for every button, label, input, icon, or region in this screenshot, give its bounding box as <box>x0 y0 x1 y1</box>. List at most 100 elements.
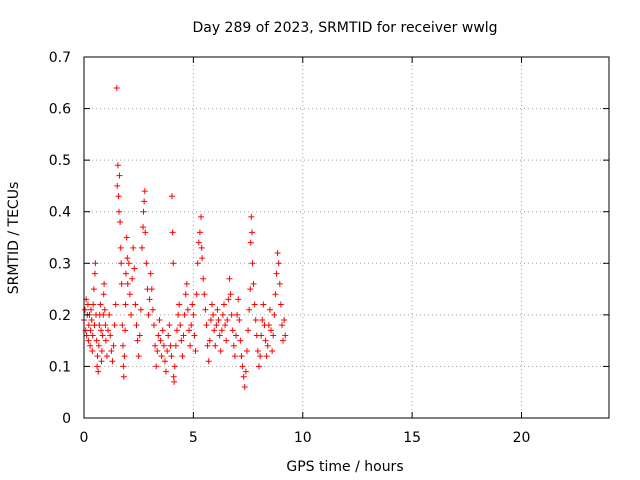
grid-lines <box>84 57 609 418</box>
data-point <box>190 311 197 318</box>
data-point <box>165 332 172 339</box>
data-point <box>170 260 177 267</box>
data-point <box>102 337 109 344</box>
data-point <box>105 327 112 334</box>
data-point <box>116 172 123 179</box>
data-point <box>230 342 237 349</box>
data-point <box>247 239 254 246</box>
data-point <box>132 301 139 308</box>
data-point <box>173 327 180 334</box>
data-point <box>217 347 224 354</box>
data-point <box>179 353 186 360</box>
data-point <box>177 322 184 329</box>
data-point <box>145 311 152 318</box>
x-axis-label: GPS time / hours <box>286 459 403 475</box>
data-point <box>157 337 164 344</box>
x-tick-label: 20 <box>513 430 531 446</box>
data-point <box>172 342 179 349</box>
data-point <box>121 353 128 360</box>
data-point <box>188 322 195 329</box>
data-point <box>168 353 175 360</box>
data-point <box>178 337 185 344</box>
data-point <box>138 244 145 251</box>
data-point <box>234 311 241 318</box>
data-point <box>262 337 269 344</box>
data-point <box>140 224 147 231</box>
y-tick-label: 0.5 <box>49 153 71 169</box>
x-tick-label: 0 <box>80 430 89 446</box>
data-point <box>141 188 148 195</box>
data-point <box>171 378 178 385</box>
y-tick-label: 0.7 <box>49 50 71 66</box>
data-point <box>120 363 127 370</box>
data-point <box>195 239 202 246</box>
data-point <box>118 280 125 287</box>
data-point <box>88 306 94 313</box>
data-point <box>249 229 255 236</box>
data-point <box>276 280 283 287</box>
data-point <box>247 286 254 293</box>
data-point <box>237 337 244 344</box>
data-point <box>103 353 110 360</box>
data-point <box>122 301 129 308</box>
data-point <box>158 353 165 360</box>
data-point <box>109 358 116 365</box>
data-point <box>231 353 238 360</box>
data-point <box>263 353 270 360</box>
data-point <box>160 342 167 349</box>
data-point <box>222 322 229 329</box>
data-point <box>193 291 200 298</box>
data-point <box>205 358 212 365</box>
data-point <box>148 286 155 293</box>
data-point <box>141 198 148 205</box>
data-point <box>112 301 119 308</box>
y-tick-label: 0.4 <box>49 205 71 221</box>
data-point <box>94 353 101 360</box>
data-point <box>252 317 259 324</box>
data-point <box>245 327 252 334</box>
data-point <box>206 337 213 344</box>
data-point <box>199 255 206 262</box>
data-point <box>130 244 137 251</box>
data-point <box>274 249 281 256</box>
data-point <box>236 317 243 324</box>
data-point <box>208 301 215 308</box>
data-point <box>181 311 188 318</box>
data-point <box>215 317 222 324</box>
data-point <box>192 347 199 354</box>
data-point <box>161 358 168 365</box>
data-point <box>120 373 127 380</box>
data-point <box>227 291 234 298</box>
data-point <box>135 353 142 360</box>
data-point <box>225 296 232 303</box>
data-point <box>176 301 183 308</box>
data-point <box>124 280 131 287</box>
data-point <box>189 301 196 308</box>
data-point <box>194 260 201 267</box>
data-point <box>126 291 133 298</box>
data-point <box>202 306 209 313</box>
data-point <box>264 342 271 349</box>
data-point <box>142 229 149 236</box>
data-point <box>219 311 226 318</box>
data-point <box>221 301 227 308</box>
data-point <box>83 332 90 339</box>
data-point <box>214 306 221 313</box>
data-point <box>140 208 147 215</box>
data-point <box>101 280 108 287</box>
x-tick-label: 5 <box>189 430 198 446</box>
data-point <box>168 193 175 200</box>
data-point <box>102 322 109 329</box>
data-point <box>238 353 245 360</box>
data-point <box>213 322 220 329</box>
data-point <box>90 301 97 308</box>
data-point <box>211 327 218 334</box>
data-point <box>137 306 144 313</box>
data-point <box>89 332 96 339</box>
data-point <box>123 270 129 277</box>
data-point <box>87 342 94 349</box>
data-point <box>85 337 92 344</box>
data-point <box>183 280 190 287</box>
data-point <box>134 337 141 344</box>
